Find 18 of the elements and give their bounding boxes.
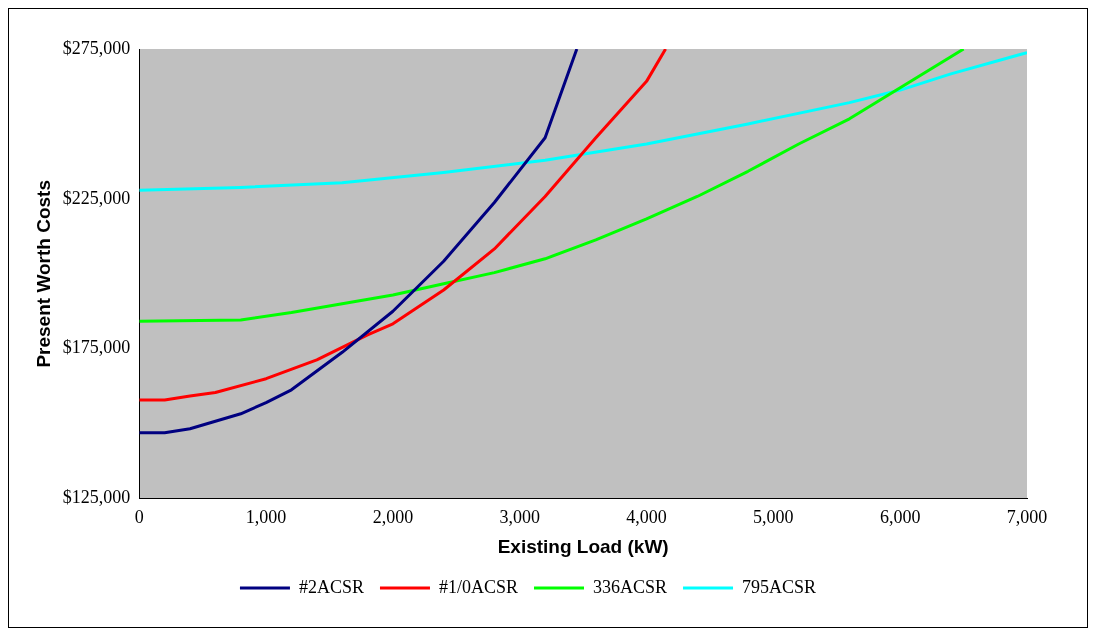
y-tick-label: $125,000 (62, 487, 131, 508)
y-axis-title: Present Worth Costs (32, 180, 54, 368)
x-tick-label: 6,000 (879, 507, 921, 528)
legend-label: 795ACSR (742, 576, 817, 597)
legend-label: 336ACSR (593, 576, 668, 597)
x-tick-label: 5,000 (753, 507, 794, 528)
x-tick-label: 1,000 (245, 507, 287, 528)
x-tick-label: 4,000 (626, 507, 667, 528)
legend-label: #1/0ACSR (438, 576, 519, 597)
y-tick-label: $175,000 (62, 337, 131, 358)
x-axis-title: Existing Load (kW) (497, 535, 669, 557)
x-tick-label: 7,000 (1006, 507, 1048, 528)
legend-label: #2ACSR (298, 576, 364, 597)
x-tick-label: 0 (134, 507, 144, 528)
x-tick-label: 2,000 (372, 507, 414, 528)
y-tick-label: $225,000 (62, 187, 131, 208)
y-tick-label: $275,000 (62, 37, 131, 58)
x-tick-label: 3,000 (499, 507, 540, 528)
